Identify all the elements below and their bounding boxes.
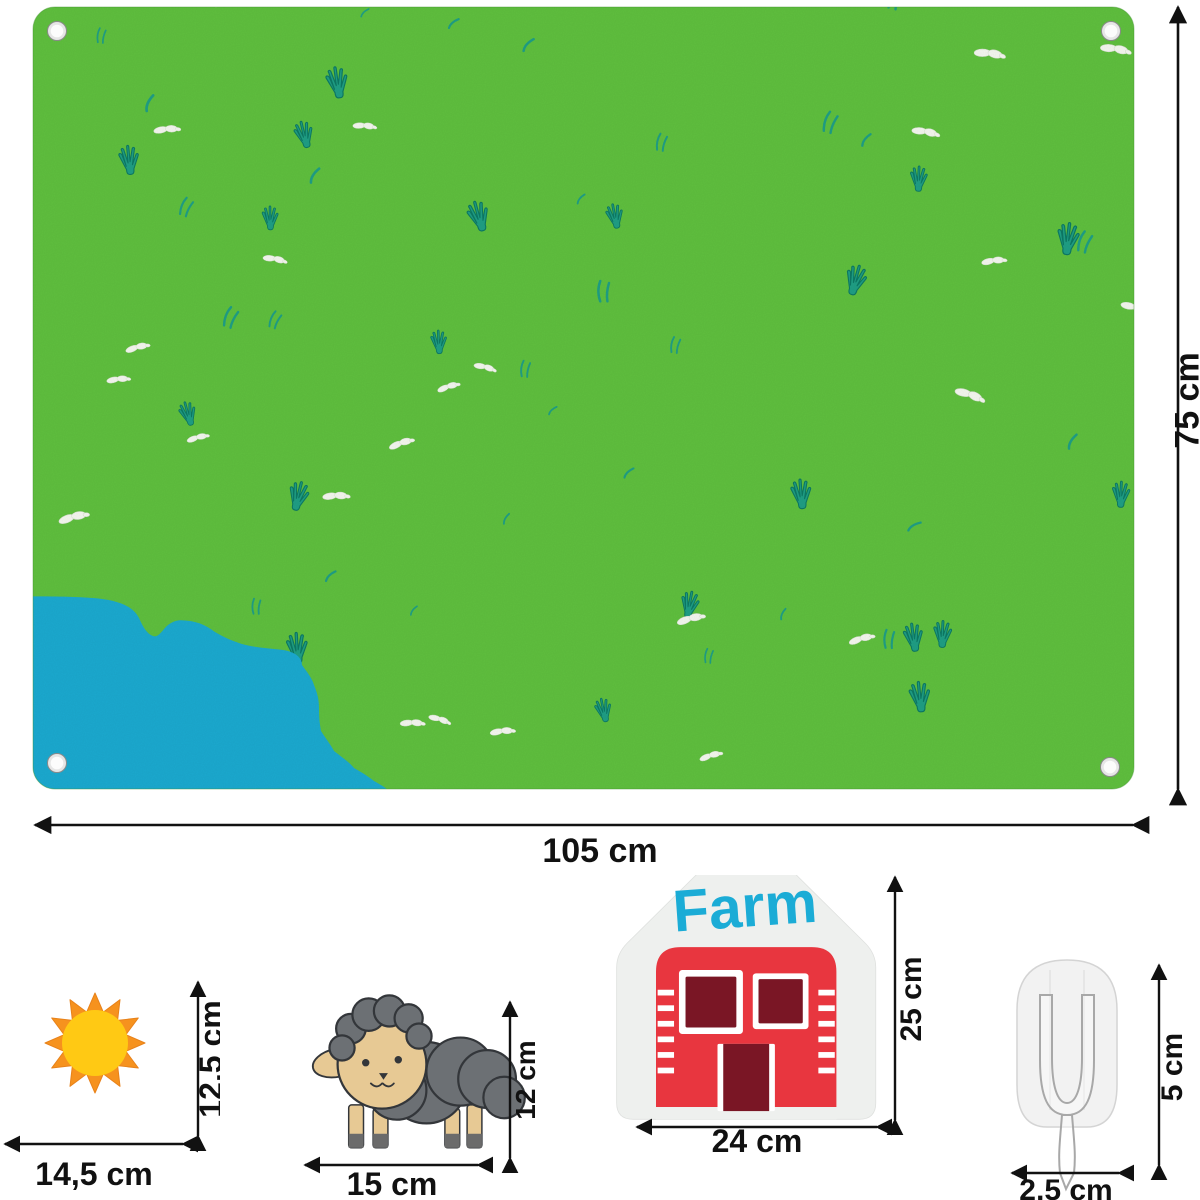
- svg-text:Farm: Farm: [670, 875, 819, 945]
- svg-text:15 cm: 15 cm: [347, 1166, 438, 1200]
- svg-text:24 cm: 24 cm: [712, 1123, 803, 1155]
- svg-text:14,5 cm: 14,5 cm: [35, 1156, 152, 1192]
- svg-text:25 cm: 25 cm: [895, 956, 925, 1041]
- svg-text:12,5 cm: 12,5 cm: [193, 1000, 220, 1117]
- svg-text:5 cm: 5 cm: [1156, 1033, 1189, 1101]
- svg-text:12 cm: 12 cm: [510, 1040, 541, 1119]
- svg-text:2,5 cm: 2,5 cm: [1019, 1174, 1112, 1200]
